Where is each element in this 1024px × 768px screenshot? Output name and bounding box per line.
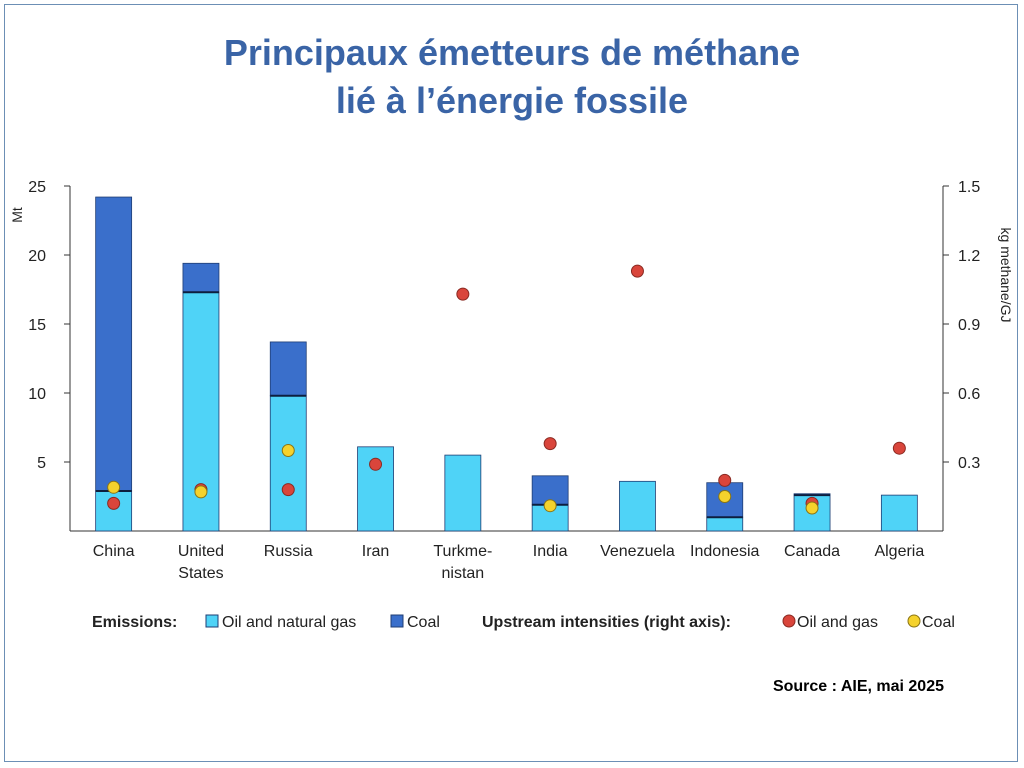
intensity-oil-gas-point <box>369 457 383 471</box>
bar-coal <box>182 262 220 293</box>
legend-emissions-label: Emissions: <box>92 614 177 631</box>
y2-tick-label: 0.6 <box>958 386 980 403</box>
legend-dot-coal <box>907 614 921 628</box>
intensity-oil-gas-point <box>456 287 470 301</box>
y2-tick-label: 1.5 <box>958 179 980 196</box>
intensity-oil-gas-point <box>281 483 295 497</box>
y-tick-label: 20 <box>28 248 46 265</box>
intensity-coal-point <box>805 501 819 515</box>
category-label: Indonesia <box>690 543 759 560</box>
category-label: Iran <box>362 543 390 560</box>
legend-swatch-oil-gas <box>205 614 219 628</box>
y2-tick-label: 0.3 <box>958 455 980 472</box>
intensity-coal-point <box>281 444 295 457</box>
bar-oil-gas <box>619 480 656 532</box>
legend-int-coal-label: Coal <box>922 614 955 631</box>
y-axis-label: Mt <box>9 207 25 223</box>
intensity-coal-point <box>107 480 121 494</box>
bar-coal <box>95 196 133 492</box>
y-tick-label: 5 <box>37 455 46 472</box>
legend-intensities-label: Upstream intensities (right axis): <box>482 614 731 631</box>
category-label: China <box>93 543 135 560</box>
category-label: Canada <box>784 543 840 560</box>
legend-coal-label: Coal <box>407 614 440 631</box>
bar-oil-gas <box>706 516 744 532</box>
bar-oil-gas <box>880 494 918 532</box>
category-label: Algeria <box>874 543 924 560</box>
y-tick-label: 15 <box>28 317 46 334</box>
intensity-oil-gas-point <box>543 437 557 451</box>
y2-tick-label: 1.2 <box>958 248 980 265</box>
y2-tick-label: 0.9 <box>958 317 980 334</box>
category-label: United States <box>178 543 224 582</box>
category-label: Venezuela <box>600 543 675 560</box>
intensity-coal-point <box>194 485 208 499</box>
y2-axis-label: kg methane/GJ <box>998 228 1014 323</box>
bar-oil-gas <box>444 454 482 532</box>
slide-frame <box>4 4 1018 762</box>
chart-title-line-2: lié à l’énergie fossile <box>335 80 689 121</box>
intensity-oil-gas-point <box>107 496 121 510</box>
y-tick-label: 25 <box>28 179 46 196</box>
category-label: Russia <box>264 543 313 560</box>
legend-dot-oil-gas <box>782 614 796 628</box>
legend-swatch-coal <box>390 614 404 628</box>
legend-int-oil-gas-label: Oil and gas <box>797 614 878 631</box>
bar-coal <box>269 341 307 397</box>
chart-title-line-1: Principaux émetteurs de méthane <box>223 32 801 73</box>
intensity-coal-point <box>718 490 732 503</box>
legend-oil-gas-label: Oil and natural gas <box>222 614 356 631</box>
category-label: Turkme-nistan <box>433 543 492 582</box>
intensity-coal-point <box>543 499 557 513</box>
intensity-oil-gas-point <box>630 264 644 278</box>
bar-oil-gas <box>269 395 307 532</box>
source-note: Source : AIE, mai 2025 <box>772 678 944 695</box>
intensity-oil-gas-point <box>718 473 732 487</box>
intensity-oil-gas-point <box>892 441 906 455</box>
category-label: India <box>533 543 568 560</box>
y-tick-label: 10 <box>28 386 46 403</box>
